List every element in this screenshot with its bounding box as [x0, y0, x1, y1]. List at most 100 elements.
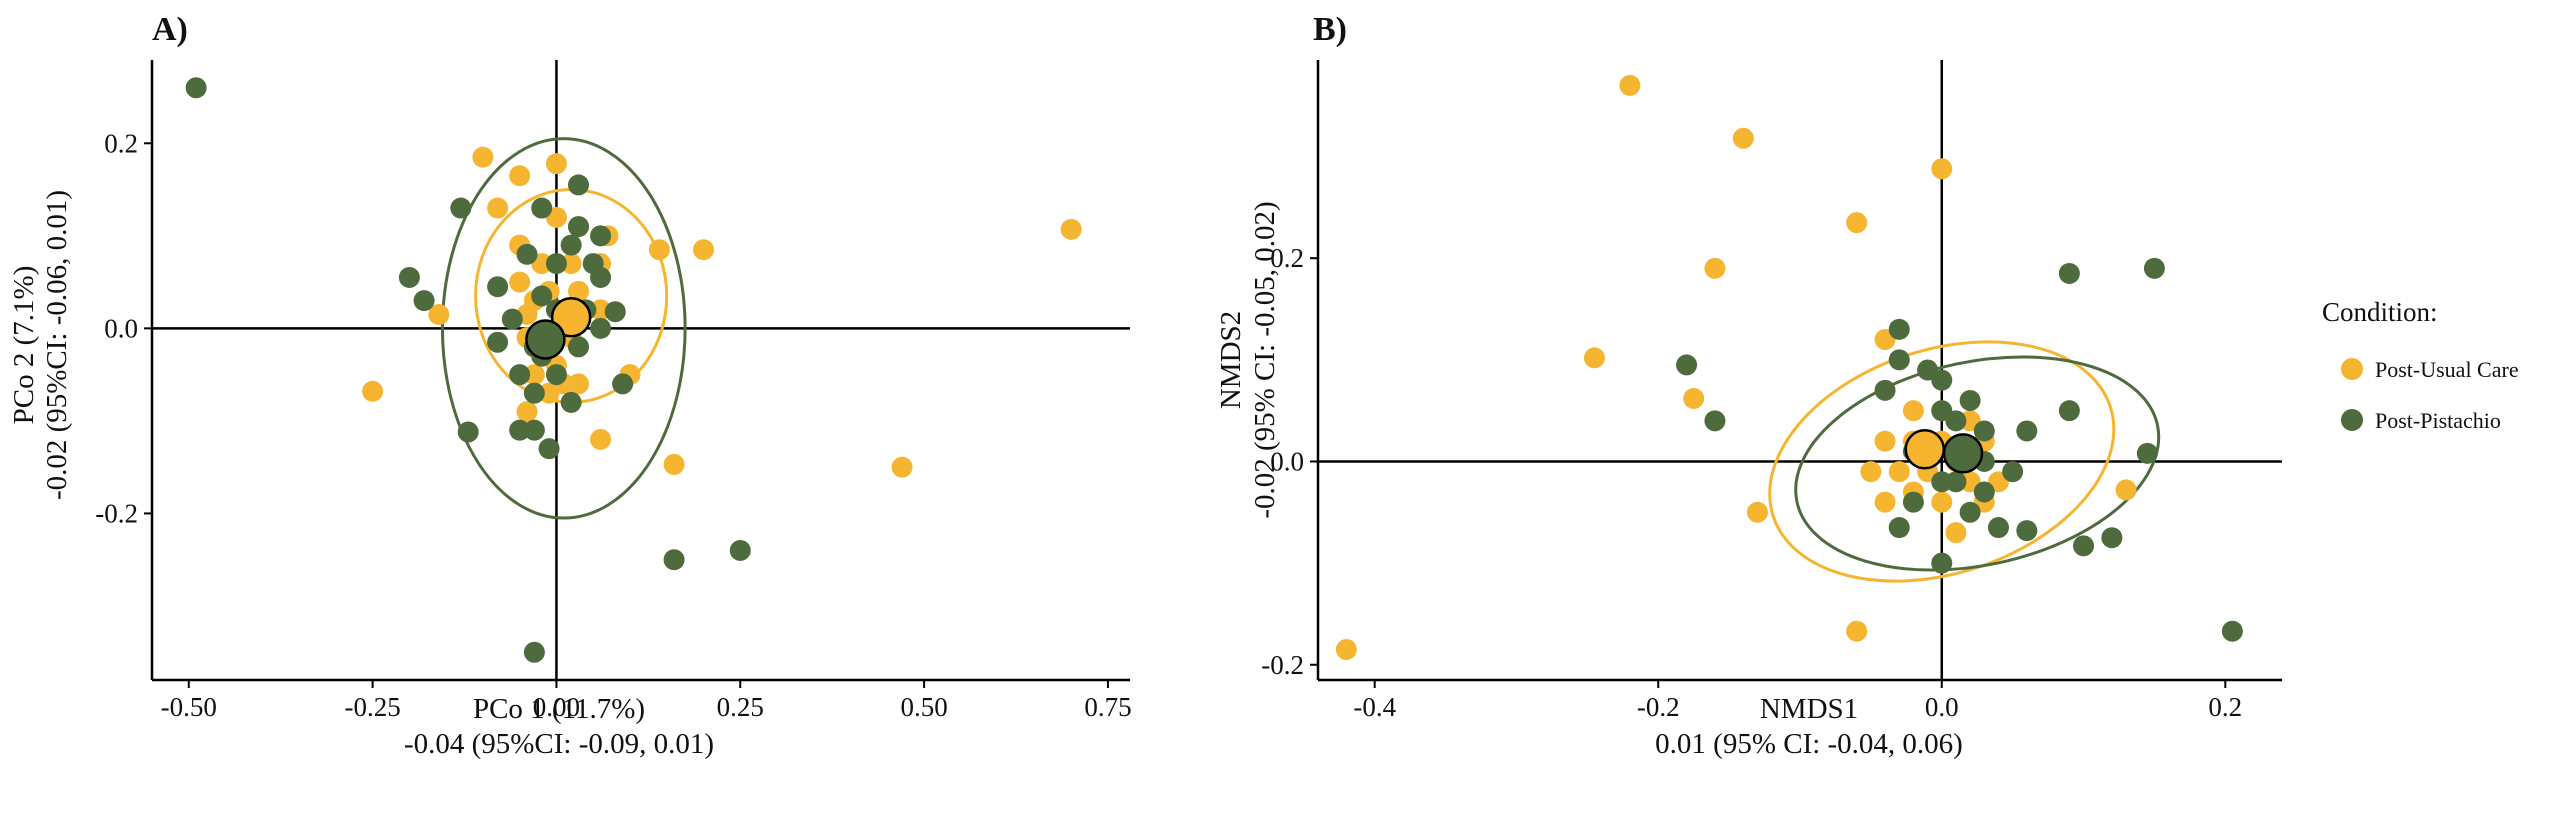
panel-a-point-pistachio: [531, 285, 553, 307]
panel-a-point-pistachio: [560, 391, 582, 413]
panel-a-point-pistachio: [450, 197, 472, 219]
panel-b-x-tick-label: 0.2: [2208, 692, 2242, 722]
panel-b-point-pistachio: [1676, 354, 1698, 376]
panel-b-point-usual-care: [1583, 347, 1605, 369]
panel-a-x-tick-label: 0.75: [1084, 692, 1131, 722]
panel-a-ellipse-pistachio: [440, 137, 687, 520]
panel-a-point-usual-care: [560, 253, 582, 275]
panel-a-point-pistachio: [516, 243, 538, 265]
legend-key-pistachio: [2341, 409, 2363, 431]
panel-b-centroid-pistachio: [1942, 433, 1984, 474]
panel-a-point-pistachio: [545, 253, 567, 275]
legend: Condition: Post-Usual Care Post-Pistachi…: [2322, 297, 2519, 433]
panel-b-point-usual-care: [1683, 387, 1705, 409]
panel-a-point-usual-care: [362, 380, 384, 402]
panel-b-point-pistachio: [1931, 552, 1953, 574]
panel-a-x-tick-label: 0.00: [533, 692, 580, 722]
panel-a-point-pistachio: [590, 266, 612, 288]
panel-a-point-pistachio: [501, 308, 523, 330]
panel-a-point-pistachio: [604, 301, 626, 323]
panel-b-point-usual-care: [1945, 522, 1967, 544]
panel-a-point-usual-care: [428, 303, 450, 325]
panel-b-point-usual-care: [1888, 461, 1910, 483]
panel-b-point-pistachio: [1931, 369, 1953, 391]
panel-a-point-pistachio: [663, 549, 685, 571]
panel-b-y-tick-label: -0.2: [1261, 650, 1304, 680]
panel-a-point-usual-care: [1060, 218, 1082, 240]
panel-b-point-usual-care: [1732, 127, 1754, 149]
panel-a-point-usual-care: [891, 456, 913, 478]
panel-a-y-axis-title: PCo 2 (7.1%): [8, 266, 40, 425]
legend-title: Condition:: [2322, 297, 2438, 327]
panel-b-point-usual-care: [1746, 501, 1768, 523]
panel-a-point-usual-care: [523, 364, 545, 386]
panel-a-point-pistachio: [567, 174, 589, 196]
panel-b-label: B): [1313, 11, 1347, 48]
panel-b-ellipse-pistachio: [1794, 355, 2161, 572]
panel-b-point-pistachio: [1987, 517, 2009, 539]
panel-b-point-usual-care: [1846, 212, 1868, 234]
panel-a-y-tick-label: -0.2: [95, 498, 138, 528]
panel-b-point-usual-care: [1902, 400, 1924, 422]
panel-b-x-tick-label: -0.2: [1637, 692, 1680, 722]
panel-a-point-pistachio: [413, 290, 435, 312]
panel-a-y-axis-subtitle: -0.02 (95%CI: -0.06, 0.01): [41, 190, 73, 500]
panel-b-x-tick-label: 0.0: [1925, 692, 1959, 722]
panel-a-point-pistachio: [531, 197, 553, 219]
panel-b-y-tick-label: 0.0: [1270, 446, 1304, 476]
panel-a-point-pistachio: [523, 419, 545, 441]
panel-b-point-pistachio: [1704, 410, 1726, 432]
panel-b-point-usual-care: [1860, 461, 1882, 483]
panel-a-point-usual-care: [693, 239, 715, 261]
panel-a-point-usual-care: [516, 401, 538, 423]
panel-b-point-pistachio: [2221, 620, 2243, 642]
panel-a-centroid-usual-care: [550, 297, 592, 338]
panel-b-y-axis-title: NMDS2: [1215, 311, 1247, 409]
panel-b-point-usual-care: [1704, 257, 1726, 279]
panel-b-point-usual-care: [2115, 479, 2137, 501]
panel-b: B) -0.4 -0.2 0.0 0.2 -0.2 0.0 0.2 NMDS1 0.01 (…: [1215, 11, 2282, 760]
panel-a-point-pistachio: [185, 77, 207, 99]
panel-a-point-usual-care: [648, 239, 670, 261]
panel-b-point-usual-care: [1846, 620, 1868, 642]
panel-a-point-pistachio: [560, 234, 582, 256]
panel-a-point-usual-care: [567, 280, 589, 302]
panel-a-point-usual-care: [472, 146, 494, 168]
panel-a-point-usual-care: [590, 428, 612, 450]
panel-b-point-usual-care: [1874, 430, 1896, 452]
panel-b-plot-area: -0.4 -0.2 0.0 0.2 -0.2 0.0 0.2: [1261, 60, 2282, 722]
panel-a-point-pistachio: [457, 421, 479, 443]
panel-a-point-usual-care: [509, 271, 531, 293]
panel-b-point-pistachio: [1945, 410, 1967, 432]
panel-a-point-pistachio: [567, 336, 589, 358]
panel-b-point-pistachio: [2101, 527, 2123, 549]
panel-a-point-pistachio: [398, 266, 420, 288]
panel-a-point-usual-care: [567, 373, 589, 395]
panel-b-point-pistachio: [1888, 318, 1910, 340]
panel-b-point-pistachio: [2058, 400, 2080, 422]
panel-b-point-pistachio: [2073, 535, 2095, 557]
panel-b-point-pistachio: [1931, 471, 1953, 493]
panel-b-point-pistachio: [1959, 501, 1981, 523]
panel-a-x-axis-subtitle: -0.04 (95%CI: -0.09, 0.01): [404, 728, 714, 760]
panel-a-point-pistachio: [545, 364, 567, 386]
panel-b-point-pistachio: [2143, 257, 2165, 279]
panel-b-point-usual-care: [1931, 158, 1953, 180]
panel-a-y-tick-label: 0.2: [104, 128, 138, 158]
panel-b-point-pistachio: [1973, 481, 1995, 503]
panel-b-y-tick-label: 0.2: [1270, 243, 1304, 273]
panel-a-x-tick-label: -0.25: [344, 692, 400, 722]
panel-b-x-axis-subtitle: 0.01 (95% CI: -0.04, 0.06): [1655, 728, 1963, 760]
panel-a-point-pistachio: [590, 317, 612, 339]
panel-a-point-usual-care: [509, 165, 531, 187]
panel-b-point-pistachio: [2058, 262, 2080, 284]
legend-key-usual-care: [2341, 358, 2363, 380]
panel-a-point-usual-care: [538, 382, 560, 404]
panel-b-point-pistachio: [1874, 379, 1896, 401]
panel-a-y-tick-label: 0.0: [104, 313, 138, 343]
panel-a-point-usual-care: [545, 153, 567, 175]
panel-b-point-pistachio: [1959, 389, 1981, 411]
panel-a-point-pistachio: [509, 364, 531, 386]
panel-b-point-pistachio: [2016, 420, 2038, 442]
